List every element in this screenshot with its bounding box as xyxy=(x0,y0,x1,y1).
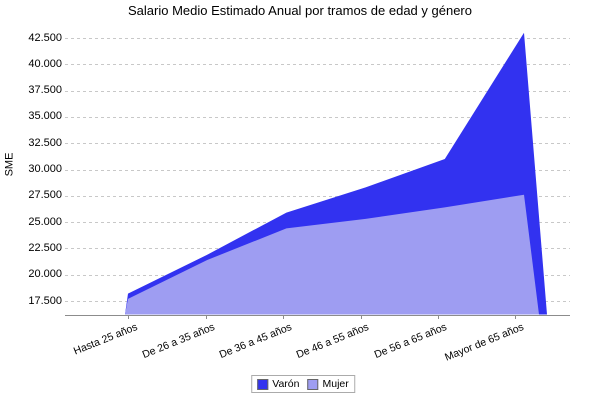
legend: Varón Mujer xyxy=(251,375,355,393)
y-tick-label: 20.000 xyxy=(28,268,62,281)
y-tick-label: 35.000 xyxy=(28,110,62,123)
y-tick-label: 30.000 xyxy=(28,163,62,175)
y-tick-label: 40.000 xyxy=(28,57,62,70)
legend-swatch xyxy=(307,378,319,390)
y-tick-label: 25.000 xyxy=(28,215,62,228)
legend-item: Varón xyxy=(257,378,299,390)
y-tick-label: 22.500 xyxy=(28,241,62,254)
y-tick-label: 37.500 xyxy=(28,84,62,97)
legend-item: Mujer xyxy=(307,378,349,390)
y-tick-label: 27.500 xyxy=(28,189,62,202)
y-tick-label: 32.500 xyxy=(28,136,62,149)
legend-label: Varón xyxy=(272,378,300,390)
legend-swatch xyxy=(257,378,269,390)
y-tick-label: 42.500 xyxy=(28,31,62,44)
y-tick-label: 17.500 xyxy=(28,294,62,307)
chart-title: Salario Medio Estimado Anual por tramos … xyxy=(128,3,472,18)
legend-label: Mujer xyxy=(322,378,349,390)
area-series-1 xyxy=(125,194,539,315)
